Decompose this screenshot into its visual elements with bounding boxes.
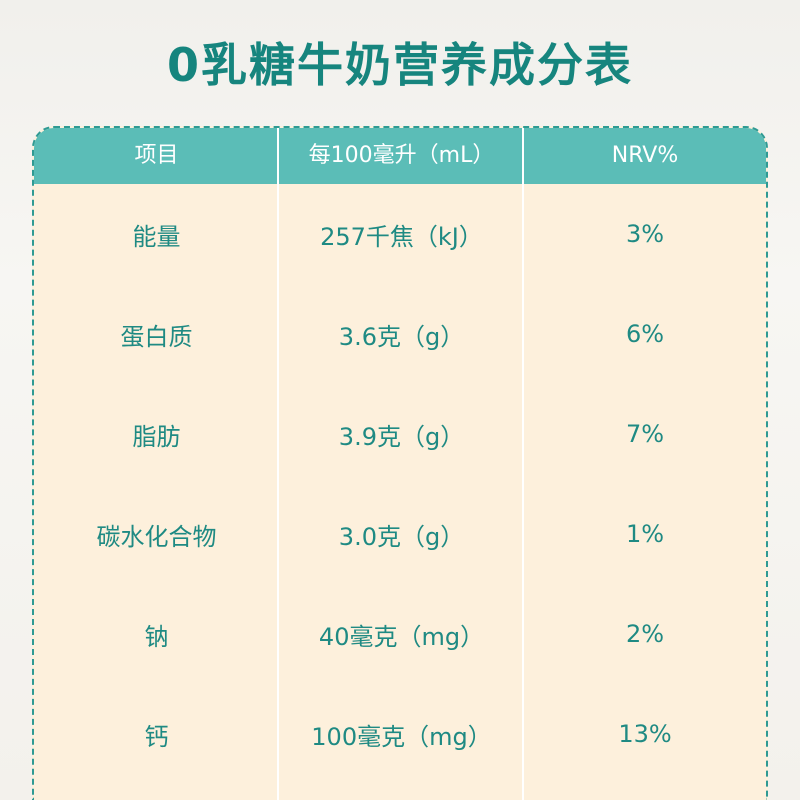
item-name: 钠 — [144, 622, 169, 651]
item-name: 钙 — [144, 722, 169, 751]
table-header: 项目 每100毫升（mL） NRV% — [34, 128, 766, 184]
column-divider — [277, 128, 279, 800]
item-nrv: 7% — [625, 420, 665, 448]
header-nrv: NRV% — [611, 143, 679, 168]
header-item: 项目 — [134, 143, 179, 168]
item-name: 能量 — [132, 222, 181, 251]
item-amount: 100毫克（mg） — [311, 722, 492, 751]
item-nrv: 1% — [625, 520, 665, 548]
table-row: 蛋白质 3.6克（g） 6% — [34, 284, 766, 384]
item-nrv: 3% — [625, 220, 665, 248]
item-name: 蛋白质 — [120, 322, 193, 351]
table-body: 能量 257千焦（kJ） 3% 蛋白质 3.6克（g） 6% 脂肪 3.9克（g… — [34, 184, 766, 784]
table-row: 钠 40毫克（mg） 2% — [34, 584, 766, 684]
item-name: 脂肪 — [132, 422, 181, 451]
table-row: 能量 257千焦（kJ） 3% — [34, 184, 766, 284]
item-nrv: 2% — [625, 620, 665, 648]
header-per-100ml: 每100毫升（mL） — [308, 143, 495, 168]
item-amount: 40毫克（mg） — [318, 622, 485, 651]
item-amount: 3.9克（g） — [338, 422, 465, 451]
table-row: 碳水化合物 3.0克（g） 1% — [34, 484, 766, 584]
table-row: 钙 100毫克（mg） 13% — [34, 684, 766, 784]
item-nrv: 13% — [618, 720, 672, 748]
table-row: 脂肪 3.9克（g） 7% — [34, 384, 766, 484]
item-amount: 3.0克（g） — [338, 522, 465, 551]
item-name: 碳水化合物 — [96, 522, 217, 551]
page-title: 0乳糖牛奶营养成分表 — [166, 38, 633, 92]
nutrition-table: 项目 每100毫升（mL） NRV% 能量 257千焦（kJ） 3% 蛋白质 3… — [32, 126, 768, 800]
item-amount: 3.6克（g） — [338, 322, 465, 351]
column-divider — [522, 128, 524, 800]
item-amount: 257千焦（kJ） — [320, 222, 483, 251]
item-nrv: 6% — [625, 320, 665, 348]
